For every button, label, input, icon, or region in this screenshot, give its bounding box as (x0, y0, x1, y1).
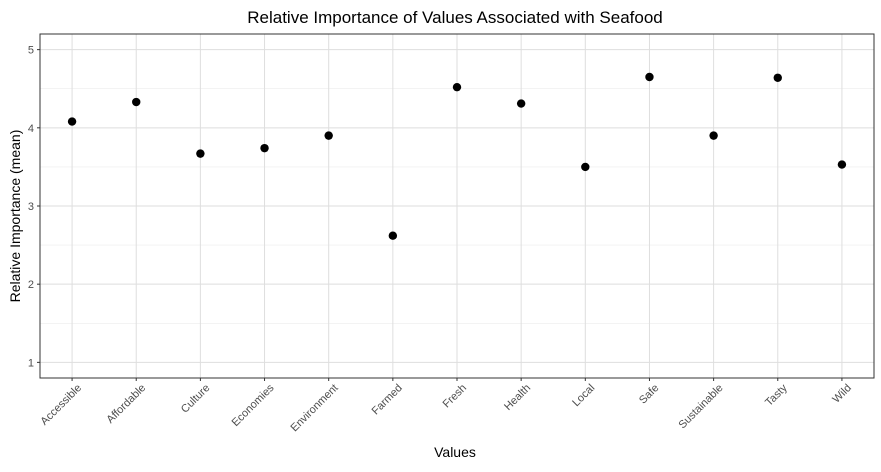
grid-lines (40, 34, 874, 378)
data-point (388, 231, 398, 240)
data-point (581, 162, 590, 172)
y-tick-label: 5 (28, 45, 34, 57)
data-point (324, 131, 333, 140)
data-point (196, 149, 205, 158)
data-point (709, 131, 718, 140)
data-point (516, 99, 526, 108)
y-tick-label: 3 (28, 201, 34, 213)
y-tick-label: 2 (28, 279, 34, 291)
x-axis-title: Values (434, 444, 476, 460)
data-point (773, 73, 782, 82)
data-points (67, 72, 847, 240)
data-point (645, 72, 654, 82)
y-tick-label: 1 (28, 357, 34, 369)
data-point (67, 117, 77, 126)
chart-title: Relative Importance of Values Associated… (247, 8, 662, 27)
data-point (837, 160, 847, 169)
data-point (260, 143, 269, 153)
data-point (452, 82, 462, 92)
data-point (132, 97, 141, 107)
y-axis-title: Relative Importance (mean) (7, 130, 23, 303)
y-tick-label: 4 (28, 123, 34, 135)
